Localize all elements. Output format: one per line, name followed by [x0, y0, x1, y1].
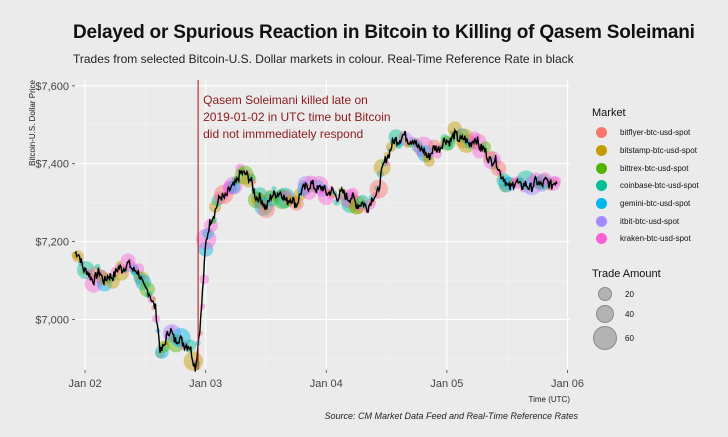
size-legend-item: 20 [592, 287, 634, 301]
legend-swatch [596, 180, 607, 192]
plot-panel [75, 80, 570, 370]
size-legend-label: 60 [625, 333, 634, 343]
trade-bubble [154, 344, 169, 359]
x-tick-label: Jan 02 [69, 378, 102, 390]
legend-label: bittrex-btc-usd-spot [620, 163, 689, 173]
size-legend-item: 60 [592, 326, 634, 350]
size-legend-item: 40 [592, 305, 634, 323]
event-marker: Qasem Soleimani killed late on 2019-01-02… [197, 80, 391, 370]
trade-amount-legend-title: Trade Amount [592, 268, 661, 280]
legend-item: bittrex-btc-usd-spot [592, 159, 699, 177]
y-tick-label: $7,600 [35, 81, 69, 93]
size-legend-circle [593, 326, 617, 350]
trade-bubble [457, 134, 477, 153]
trade-bubble [423, 155, 435, 167]
legend-swatch [596, 162, 607, 174]
y-axis-label: Bitcoin-U.S. Dollar Price [28, 79, 37, 165]
legend-item: bitstamp-btc-usd-spot [592, 142, 699, 160]
market-legend: bitflyer-btc-usd-spot bitstamp-btc-usd-sp… [592, 124, 699, 248]
size-legend-label: 40 [625, 309, 634, 319]
legend-label: kraken-btc-usd-spot [620, 234, 691, 244]
trade-bubble [271, 186, 277, 192]
reference-rate-line [74, 127, 558, 372]
legend-swatch [596, 127, 607, 139]
trade-bubble [490, 160, 507, 177]
chart-title: Delayed or Spurious Reaction in Bitcoin … [73, 22, 695, 43]
legend-label: bitstamp-btc-usd-spot [620, 146, 697, 156]
trade-bubble [203, 218, 218, 233]
event-annotation-line: did not immmediately respond [203, 127, 363, 141]
legend-item: coinbase-btc-usd-spot [592, 177, 699, 195]
x-axis-label: Time (UTC) [529, 395, 571, 404]
trade-bubble [327, 193, 334, 200]
x-tick-label: Jan 05 [430, 378, 463, 390]
legend-label: coinbase-btc-usd-spot [620, 181, 699, 191]
legend-label: gemini-btc-usd-spot [620, 199, 691, 209]
trade-bubble [150, 296, 156, 302]
legend-swatch [596, 215, 607, 227]
size-legend-circle [596, 305, 614, 323]
legend-swatch [596, 198, 607, 210]
size-legend-label: 20 [625, 289, 634, 299]
legend-item: itbit-btc-usd-spot [592, 212, 699, 230]
size-legend-circle [598, 287, 612, 301]
y-tick-label: $7,200 [35, 237, 69, 249]
x-tick-label: Jan 04 [310, 378, 343, 390]
legend-swatch [596, 145, 607, 157]
legend-label: itbit-btc-usd-spot [620, 216, 680, 226]
trade-bubble [302, 185, 317, 200]
legend-label: bitflyer-btc-usd-spot [620, 128, 691, 138]
grid-lines [75, 80, 570, 370]
trade-bubble [94, 263, 101, 270]
axes: $7,000 $7,200 $7,400 $7,600 Jan 02 Jan 03 Jan … [28, 79, 584, 404]
chart-subtitle: Trades from selected Bitcoin-U.S. Dollar… [73, 52, 574, 66]
trade-bubble [356, 203, 365, 212]
trade-bubble [155, 349, 165, 359]
y-tick-label: $7,400 [35, 159, 69, 171]
trade-bubble [199, 274, 210, 285]
trade-bubble [224, 176, 243, 195]
trade-bubble [413, 136, 434, 158]
legend-item: kraken-btc-usd-spot [592, 230, 699, 248]
reference-rate-series [74, 127, 558, 372]
source-caption: Source: CM Market Data Feed and Real-Tim… [324, 411, 578, 421]
market-legend-title: Market [592, 107, 626, 119]
y-tick-label: $7,000 [35, 314, 69, 326]
event-annotation-line: 2019-01-02 in UTC time but Bitcoin [203, 110, 390, 124]
legend-item: bitflyer-btc-usd-spot [592, 124, 699, 142]
legend-item: gemini-btc-usd-spot [592, 195, 699, 213]
x-tick-label: Jan 06 [551, 378, 584, 390]
event-annotation-line: Qasem Soleimani killed late on [203, 93, 368, 107]
trade-bubble [349, 195, 368, 215]
trade-bubble [120, 253, 136, 269]
legend-swatch [596, 233, 607, 245]
x-tick-label: Jan 03 [189, 378, 222, 390]
